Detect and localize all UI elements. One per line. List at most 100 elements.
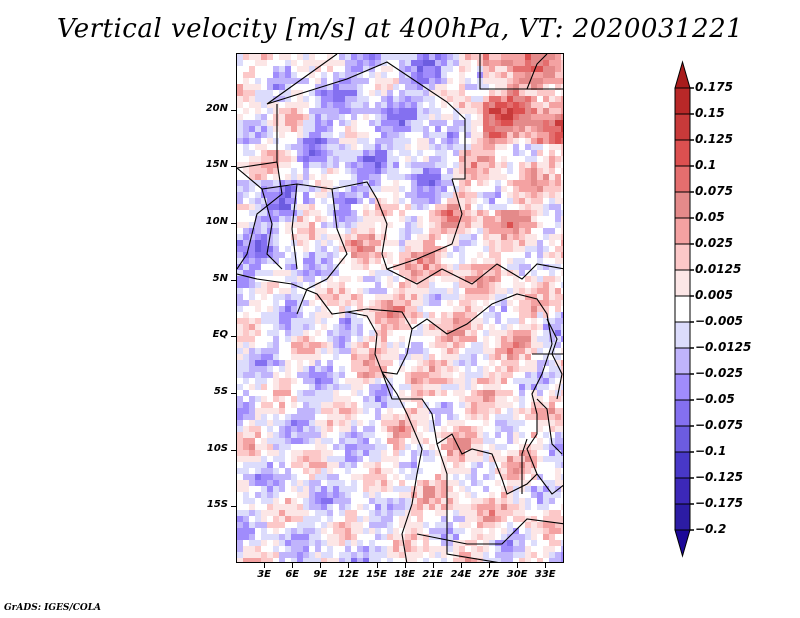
field-cell xyxy=(297,468,303,474)
field-cell xyxy=(543,546,549,552)
field-cell xyxy=(549,408,555,414)
field-cell xyxy=(309,384,315,390)
field-cell xyxy=(303,186,309,192)
field-cell xyxy=(477,114,483,120)
field-cell xyxy=(429,252,435,258)
field-cell xyxy=(297,324,303,330)
field-cell xyxy=(303,384,309,390)
field-cell xyxy=(531,396,537,402)
field-cell xyxy=(489,372,495,378)
field-cell xyxy=(399,264,405,270)
field-cell xyxy=(381,252,387,258)
field-cell xyxy=(297,420,303,426)
field-cell xyxy=(291,102,297,108)
field-cell xyxy=(519,174,525,180)
field-cell xyxy=(447,396,453,402)
field-cell xyxy=(411,204,417,210)
field-cell xyxy=(309,522,315,528)
field-cell xyxy=(243,510,249,516)
field-cell xyxy=(495,468,501,474)
field-cell xyxy=(339,534,345,540)
field-cell xyxy=(333,294,339,300)
field-cell xyxy=(555,534,561,540)
field-cell xyxy=(549,210,555,216)
field-cell xyxy=(537,486,543,492)
field-cell xyxy=(441,516,447,522)
field-cell xyxy=(399,72,405,78)
field-cell xyxy=(255,144,261,150)
field-cell xyxy=(459,180,465,186)
field-cell xyxy=(543,72,549,78)
field-cell xyxy=(483,414,489,420)
field-cell xyxy=(279,546,285,552)
field-cell xyxy=(249,294,255,300)
field-cell xyxy=(441,60,447,66)
field-cell xyxy=(291,390,297,396)
field-cell xyxy=(399,132,405,138)
field-cell xyxy=(291,264,297,270)
field-cell xyxy=(447,258,453,264)
field-cell xyxy=(555,90,561,96)
field-cell xyxy=(297,534,303,540)
field-cell xyxy=(369,114,375,120)
field-cell xyxy=(417,546,423,552)
field-cell xyxy=(279,456,285,462)
field-cell xyxy=(465,534,471,540)
field-cell xyxy=(297,318,303,324)
field-cell xyxy=(429,354,435,360)
x-tick xyxy=(264,563,266,568)
field-cell xyxy=(351,498,357,504)
field-cell xyxy=(237,126,243,132)
field-cell xyxy=(495,186,501,192)
field-cell xyxy=(375,150,381,156)
field-cell xyxy=(411,126,417,132)
field-cell xyxy=(513,198,519,204)
field-cell xyxy=(291,288,297,294)
y-tick-label: 15S xyxy=(206,499,228,511)
x-tick xyxy=(320,563,322,568)
field-cell xyxy=(405,120,411,126)
field-cell xyxy=(549,162,555,168)
field-cell xyxy=(333,108,339,114)
field-cell xyxy=(255,192,261,198)
field-cell xyxy=(327,348,333,354)
field-cell xyxy=(249,108,255,114)
field-cell xyxy=(513,318,519,324)
field-cell xyxy=(513,528,519,534)
field-cell xyxy=(399,408,405,414)
field-cell xyxy=(267,96,273,102)
field-cell xyxy=(483,522,489,528)
field-cell xyxy=(453,522,459,528)
field-cell xyxy=(519,240,525,246)
field-cell xyxy=(435,354,441,360)
field-cell xyxy=(441,96,447,102)
field-cell xyxy=(327,252,333,258)
field-cell xyxy=(561,456,563,462)
field-cell xyxy=(297,240,303,246)
field-cell xyxy=(255,510,261,516)
field-cell xyxy=(447,84,453,90)
field-cell xyxy=(345,396,351,402)
field-cell xyxy=(453,348,459,354)
field-cell xyxy=(561,558,563,562)
field-cell xyxy=(243,528,249,534)
field-cell xyxy=(495,228,501,234)
field-cell xyxy=(285,384,291,390)
field-cell xyxy=(447,234,453,240)
field-cell xyxy=(297,222,303,228)
field-cell xyxy=(543,60,549,66)
field-cell xyxy=(465,252,471,258)
field-cell xyxy=(483,276,489,282)
field-cell xyxy=(399,186,405,192)
field-cell xyxy=(363,276,369,282)
field-cell xyxy=(525,468,531,474)
field-cell xyxy=(297,450,303,456)
field-cell xyxy=(255,216,261,222)
field-cell xyxy=(543,228,549,234)
field-cell xyxy=(255,360,261,366)
field-cell xyxy=(375,156,381,162)
field-cell xyxy=(501,54,507,60)
field-cell xyxy=(483,210,489,216)
field-cell xyxy=(435,102,441,108)
field-cell xyxy=(309,444,315,450)
